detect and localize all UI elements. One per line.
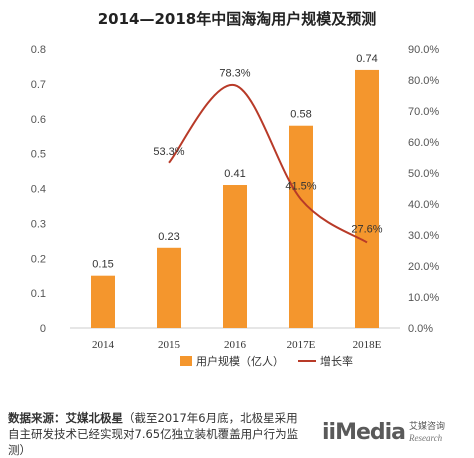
- data-labels: 0.15 0.23 0.41 0.58 0.74 53.3% 78.3% 41.5% 27.6%: [92, 53, 383, 271]
- line-value-label: 78.3%: [219, 67, 250, 79]
- source-text: （截至2017年6月底，北极星采用自主研发技术已经实现对7.65亿独立装机覆盖用…: [8, 411, 299, 457]
- legend-label-users: 用户规模（亿人）: [196, 355, 284, 368]
- y-right-tick-label: 90.0%: [408, 44, 439, 56]
- chart-title: 2014—2018年中国海淘用户规模及预测: [97, 10, 377, 28]
- logo-mark: iiMedia: [322, 420, 406, 445]
- bar: [289, 125, 313, 328]
- y-left-tick-label: 0.3: [31, 218, 46, 230]
- bar-value-label: 0.58: [290, 109, 311, 121]
- growth-line-series: [168, 84, 368, 244]
- bar-series: [91, 69, 379, 329]
- bar-value-label: 0.74: [356, 53, 377, 65]
- y-left-tick-label: 0.4: [31, 184, 46, 196]
- chart: 0 0.1 0.2 0.3 0.4 0.5 0.6 0.7 0.8 0.0% 10.0% 20.0%…: [31, 44, 440, 351]
- source-note: 数据来源：艾媒北极星（截至2017年6月底，北极星采用自主研发技术已经实现对7.…: [8, 410, 308, 458]
- bar-value-label: 0.15: [92, 259, 113, 271]
- y-right-tick-label: 10.0%: [408, 292, 439, 304]
- y-right-tick-label: 20.0%: [408, 261, 439, 273]
- line-value-label: 27.6%: [351, 223, 382, 235]
- y-right-tick-label: 0.0%: [408, 323, 433, 335]
- x-tick-label: 2014: [92, 339, 115, 351]
- legend: 用户规模（亿人） 增长率: [180, 353, 367, 369]
- y-right-tick-label: 70.0%: [408, 106, 439, 118]
- y-left-tick-label: 0.8: [31, 44, 46, 56]
- y-left-tick-label: 0.1: [31, 288, 46, 300]
- y-left-tick-label: 0.5: [31, 149, 46, 161]
- bar: [157, 247, 181, 328]
- x-tick-label: 2016: [224, 339, 247, 351]
- legend-label-growth: 增长率: [320, 355, 353, 368]
- bar: [223, 185, 247, 328]
- bar: [91, 275, 115, 328]
- x-tick-label: 2018E: [353, 339, 382, 351]
- logo-cn: 艾媒咨询: [409, 421, 446, 432]
- y-left-tick-label: 0.6: [31, 114, 46, 126]
- y-left-axis: 0 0.1 0.2 0.3 0.4 0.5 0.6 0.7 0.8: [31, 44, 46, 335]
- x-axis: 2014 2015 2016 2017E 2018E: [92, 339, 382, 351]
- y-right-tick-label: 80.0%: [408, 75, 439, 87]
- logo-en: Research: [409, 432, 443, 443]
- growth-line: [168, 84, 368, 244]
- y-right-tick-label: 30.0%: [408, 230, 439, 242]
- x-tick-label: 2015: [158, 339, 181, 351]
- iimedia-logo: iiMedia 艾媒咨询 Research: [322, 420, 445, 445]
- source-label: 数据来源：艾媒北极星: [8, 411, 123, 425]
- line-value-label: 41.5%: [285, 180, 316, 192]
- bar: [355, 69, 379, 329]
- y-right-axis: 0.0% 10.0% 20.0% 30.0% 40.0% 50.0% 60.0% 70.0% 8…: [70, 44, 439, 335]
- y-right-tick-label: 60.0%: [408, 137, 439, 149]
- line-value-label: 53.3%: [153, 146, 184, 158]
- y-left-tick-label: 0.7: [31, 79, 46, 91]
- legend-item-users: 用户规模（亿人）: [180, 353, 284, 369]
- y-right-tick-label: 40.0%: [408, 199, 439, 211]
- bar-value-label: 0.41: [224, 168, 245, 180]
- legend-item-growth: 增长率: [298, 353, 353, 369]
- bar-value-label: 0.23: [158, 231, 179, 243]
- y-left-tick-label: 0: [40, 323, 46, 335]
- logo-sub: 艾媒咨询 Research: [409, 422, 445, 444]
- y-left-tick-label: 0.2: [31, 253, 46, 265]
- y-right-tick-label: 50.0%: [408, 168, 439, 180]
- legend-swatch-line: [298, 360, 316, 362]
- x-tick-label: 2017E: [287, 339, 316, 351]
- legend-swatch-bar: [180, 356, 192, 366]
